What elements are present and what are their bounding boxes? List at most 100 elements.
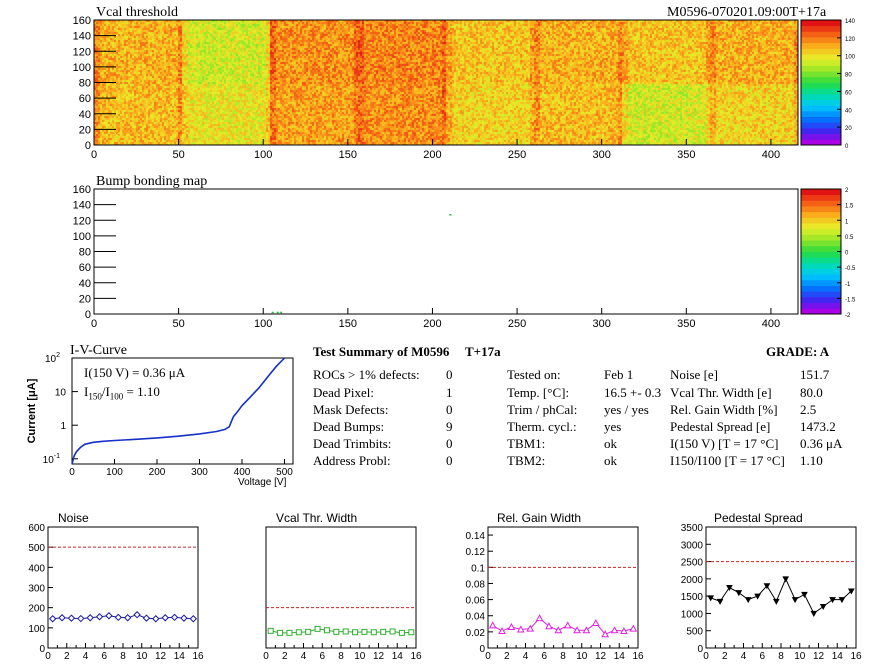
vcal-heatmap-image bbox=[94, 20, 798, 145]
grade-label: GRADE: A bbox=[766, 344, 830, 359]
bump-map-y-tick-label: 100 bbox=[73, 231, 91, 243]
bump-map-y-tick-label: 60 bbox=[79, 262, 91, 274]
vcal-map-x-tick-label: 0 bbox=[91, 149, 97, 161]
bump-map-colorbar-band bbox=[801, 223, 841, 230]
summary-heading: Test Summary of M0596 bbox=[313, 344, 450, 359]
vcal-map-y-tick-label: 120 bbox=[73, 46, 91, 58]
noise-x-tick-label: 8 bbox=[120, 651, 126, 662]
gain-width-point bbox=[545, 622, 553, 630]
noise-point bbox=[48, 615, 57, 623]
vcal-map-colorbar-band bbox=[801, 59, 841, 66]
iv-ratio-sub-b: 100 bbox=[109, 391, 124, 402]
iv-ratio-sub-a: 150 bbox=[88, 391, 102, 402]
pedestal-point bbox=[716, 598, 724, 605]
gain-width-y-tick-label: 0.1 bbox=[471, 563, 485, 574]
pedestal-chart: 0 2 4 6 8 10 12 14 16 0 500 1000 1500 2000 2500 3000 350… bbox=[681, 523, 862, 662]
summary-left-label: Dead Bumps: bbox=[313, 419, 385, 434]
vcal-map-colorbar-label: 120 bbox=[845, 37, 856, 43]
vcal-map-colorbar-band bbox=[801, 71, 841, 78]
vcal-heatmap bbox=[94, 20, 798, 145]
vcal-map-colorbar-band bbox=[801, 42, 841, 49]
vcal-width-x-tick-label: 6 bbox=[319, 651, 325, 662]
bump-map-y-tick-label: 80 bbox=[79, 247, 91, 259]
noise-point bbox=[105, 612, 113, 620]
gain-width-y-tick-label: 0.02 bbox=[466, 628, 486, 639]
vcal-map-colorbar-band bbox=[801, 133, 841, 140]
gain-width-x-tick-label: 16 bbox=[632, 651, 644, 662]
vcal-map-y-tick-label: 60 bbox=[79, 93, 91, 105]
vcal-map-colorbar-label: 100 bbox=[845, 55, 856, 61]
bump-hit-pixel bbox=[276, 311, 279, 314]
vcal-map-x-tick-label: 150 bbox=[339, 149, 357, 161]
bump-map-colorbar-band bbox=[801, 200, 841, 207]
bump-map-y-tick-label: 0 bbox=[85, 309, 91, 321]
bump-map-y-tick-label: 20 bbox=[79, 293, 91, 305]
vcal-width-x-tick-label: 2 bbox=[282, 651, 288, 662]
vcal-width-point bbox=[277, 629, 284, 636]
bump-map-colorbar-band bbox=[801, 228, 841, 235]
vcal-width-point bbox=[323, 627, 330, 634]
iv-frame bbox=[71, 357, 294, 465]
module-tag: M0596-070201.09:00T+17a bbox=[667, 5, 827, 20]
vcal-map-group: 0 50 100 150 200 250 300 350 400 0 20 40 60 80 100 120 1… bbox=[73, 15, 799, 161]
iv-y-label: Current [μA] bbox=[26, 378, 38, 444]
bump-map-colorbar-label: 1 bbox=[845, 219, 849, 225]
vcal-map-colorbar-band bbox=[801, 54, 841, 61]
vcal-width-x-tick-label: 10 bbox=[354, 651, 366, 662]
bump-map-x-tick-label: 50 bbox=[172, 318, 184, 330]
bump-map-colorbar-label: 1.5 bbox=[845, 204, 854, 210]
summary-mid-label: Tested on: bbox=[507, 367, 561, 382]
bump-map-colorbar-band bbox=[801, 257, 841, 264]
vcal-map-y-tick-label: 160 bbox=[73, 15, 91, 27]
pedestal-x-tick-label: 2 bbox=[722, 651, 728, 662]
noise-chart: 0 2 4 6 8 10 12 14 16 0 100 200 300 400 500 600 bbox=[28, 523, 204, 662]
summary-left-label: Address Probl: bbox=[313, 453, 391, 468]
noise-point bbox=[180, 614, 188, 622]
pedestal-point bbox=[791, 597, 799, 604]
summary-right-value: 2.5 bbox=[800, 402, 817, 417]
gain-width-point bbox=[591, 618, 600, 626]
bump-map-colorbar-label: 0.5 bbox=[845, 235, 854, 241]
bump-map-y-tick-label: 140 bbox=[73, 200, 91, 212]
noise-x-tick-label: 14 bbox=[174, 651, 186, 662]
pedestal-y-tick-label: 3500 bbox=[681, 523, 704, 534]
bump-map-y-tick-label: 40 bbox=[79, 278, 91, 290]
vcal-width-point bbox=[267, 627, 274, 634]
pedestal-x-tick-label: 16 bbox=[850, 651, 862, 662]
noise-point bbox=[189, 615, 198, 623]
pedestal-series-line bbox=[710, 577, 852, 615]
vcal-width-point bbox=[361, 628, 368, 635]
vcal-map-colorbar-frame bbox=[800, 19, 842, 146]
vcal-width-x-tick-label: 16 bbox=[410, 651, 422, 662]
noise-x-tick-label: 12 bbox=[155, 651, 167, 662]
pedestal-x-tick-label: 6 bbox=[759, 651, 765, 662]
bump-map-colorbar-band bbox=[801, 251, 841, 258]
noise-chart-title: Noise bbox=[58, 511, 89, 525]
bump-map-x-tick-label: 150 bbox=[339, 318, 357, 330]
gain-width-x-tick-label: 14 bbox=[614, 651, 626, 662]
bump-heatmap bbox=[271, 214, 452, 314]
gain-width-x-tick-label: 6 bbox=[541, 651, 547, 662]
summary-left-label: Dead Trimbits: bbox=[313, 436, 392, 451]
vcal-map-colorbar-label: 60 bbox=[845, 90, 852, 96]
vcal-width-x-tick-label: 8 bbox=[338, 651, 344, 662]
gain-width-y-tick-label: 0.12 bbox=[466, 547, 486, 558]
pedestal-chart-title: Pedestal Spread bbox=[714, 511, 803, 525]
bump-map-colorbar-band bbox=[801, 240, 841, 247]
bump-map-colorbar-label: -1 bbox=[845, 282, 851, 288]
summary-right-label: Pedestal Spread [e] bbox=[670, 419, 771, 434]
gain-width-x-tick-label: 2 bbox=[504, 651, 510, 662]
iv-y-tick-label: 102 bbox=[45, 352, 60, 365]
bump-map-colorbar-label: 0 bbox=[845, 251, 849, 257]
iv-ratio-sep: /I bbox=[101, 384, 110, 399]
noise-point bbox=[133, 611, 141, 619]
pedestal-x-tick-label: 10 bbox=[794, 651, 806, 662]
bump-map-colorbar-band bbox=[801, 234, 841, 241]
pedestal-x-tick-label: 12 bbox=[813, 651, 825, 662]
pedestal-x-tick-label: 0 bbox=[703, 651, 709, 662]
vcal-map-colorbar: 0 20 40 60 80 100 120 140 bbox=[800, 19, 856, 150]
vcal-map-y-tick-label: 80 bbox=[79, 78, 91, 90]
gain-width-point bbox=[629, 624, 638, 632]
noise-y-tick-label: 0 bbox=[39, 644, 45, 655]
